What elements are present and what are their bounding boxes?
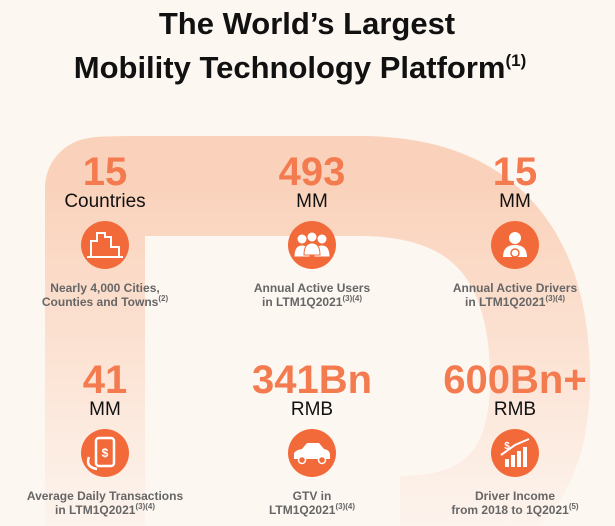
stat-unit: RMB (291, 399, 333, 420)
stat-unit: MM (296, 191, 328, 212)
icon-shape (316, 233, 328, 245)
icon-shape: $ (102, 446, 109, 460)
title-line: Mobility Technology Platform(1) (74, 50, 527, 85)
caption-line: Average Daily Transactions (27, 489, 184, 503)
stat-value: 15 (83, 150, 128, 194)
icon (503, 232, 527, 258)
stat-unit: MM (499, 191, 531, 212)
caption-line: Nearly 4,000 Cities, (50, 281, 159, 295)
icon: $ (500, 438, 530, 467)
icon-shape (94, 436, 116, 468)
icon-shape (317, 455, 327, 465)
icon-shape (306, 231, 318, 243)
stat-unit: MM (89, 399, 121, 420)
icon (87, 232, 123, 258)
stat-value: 493 (279, 150, 346, 194)
caption-line: from 2018 to 1Q2021(5) (451, 502, 579, 517)
icon (293, 231, 331, 258)
footnote-ref: (3)(4) (342, 294, 362, 303)
icon-shape (503, 245, 527, 257)
footnote-ref: (3)(4) (135, 502, 155, 511)
caption-text: Counties and Towns (42, 295, 159, 309)
caption-line: in LTM1Q2021(3)(4) (465, 294, 565, 309)
icon-shape (294, 443, 330, 459)
caption-line: Driver Income (475, 489, 555, 503)
caption-line: in LTM1Q2021(3)(4) (55, 502, 155, 517)
footnote-ref: (2) (158, 294, 168, 303)
stat-value: 341Bn (252, 358, 372, 402)
caption-text: from 2018 to 1Q2021 (451, 503, 569, 517)
caption-text: in LTM1Q2021 (55, 503, 136, 517)
caption-line: GTV in (293, 489, 332, 503)
title-line: The World’s Largest (159, 6, 455, 41)
stat-value: 41 (83, 358, 128, 402)
caption-line: LTM1Q2021(3)(4) (269, 502, 355, 517)
footnote-ref: (3)(4) (335, 502, 355, 511)
icon-shape (510, 248, 520, 258)
caption-line: Counties and Towns(2) (42, 294, 169, 309)
icon-shape (500, 438, 530, 456)
stat-unit: Countries (64, 191, 145, 212)
caption-text: LTM1Q2021 (269, 503, 336, 517)
icon-shape (509, 232, 521, 244)
icon (294, 443, 330, 465)
caption-text: in LTM1Q2021 (262, 295, 343, 309)
caption-text: in LTM1Q2021 (465, 295, 546, 309)
icon: $ (86, 436, 116, 471)
icon-shape (517, 451, 521, 467)
caption-line: in LTM1Q2021(3)(4) (262, 294, 362, 309)
icon-shape (90, 232, 120, 258)
icon-shape (296, 233, 308, 245)
footnote-ref: (5) (569, 502, 579, 511)
caption-line: Annual Active Users (254, 281, 371, 295)
caption-line: Annual Active Drivers (453, 281, 578, 295)
icon-circle (81, 221, 129, 269)
icon-shape (297, 455, 307, 465)
stat-value: 600Bn+ (443, 358, 586, 402)
icon-shape: $ (504, 441, 510, 452)
icon-shape (523, 447, 527, 467)
footnote-ref: (3)(4) (545, 294, 565, 303)
icon-circle (491, 429, 539, 477)
icon-shape (505, 459, 509, 467)
icon-shape (86, 456, 98, 471)
icon-shape (303, 242, 321, 256)
icon-shape (511, 455, 515, 467)
icon-circle (81, 429, 129, 477)
stat-value: 15 (493, 150, 538, 194)
stat-unit: RMB (494, 399, 536, 420)
